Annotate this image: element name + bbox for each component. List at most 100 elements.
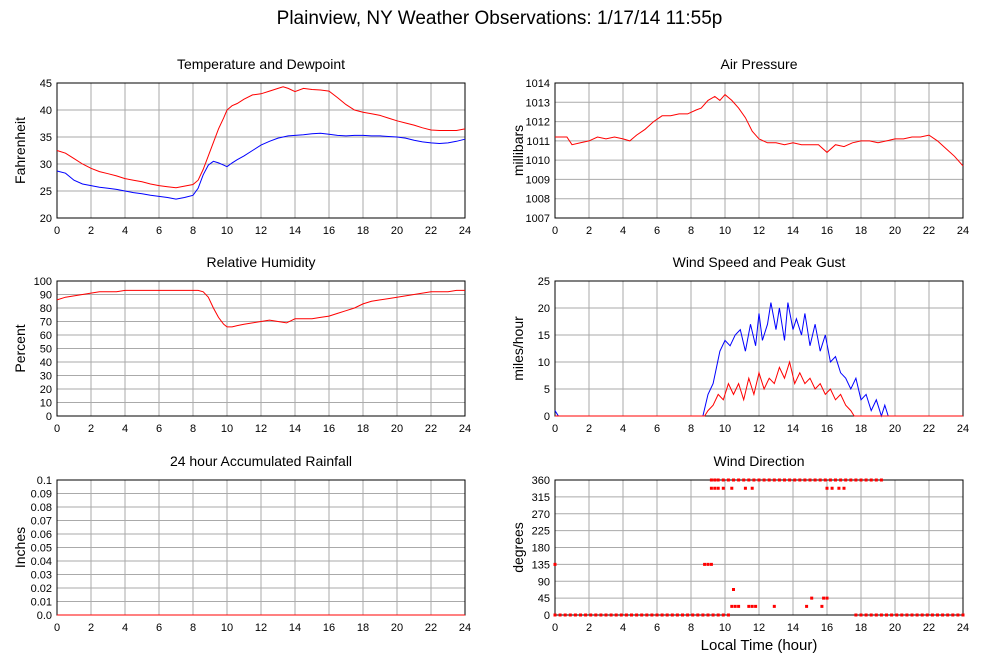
x-tick-label: 4 [620,423,626,435]
chart-title: Air Pressure [720,56,797,72]
x-tick-label: 2 [88,423,94,435]
x-tick-label: 0 [54,225,60,237]
data-point [859,478,863,482]
y-tick-label: 1013 [526,97,550,109]
chart-humidity: Relative Humidity01020304050607080901000… [12,254,471,435]
y-tick-label: 270 [532,509,550,521]
x-tick-label: 12 [753,225,765,237]
x-tick-label: 8 [688,622,694,634]
data-point [737,478,741,482]
data-point [874,478,878,482]
data-point [842,486,846,490]
x-tick-label: 18 [357,225,369,237]
data-point [732,478,735,482]
y-tick-label: 90 [538,576,550,588]
x-tick-label: 8 [688,423,694,435]
x-tick-label: 20 [889,225,901,237]
data-point [553,613,557,617]
data-point [747,604,751,608]
x-tick-label: 10 [221,423,233,435]
x-tick-label: 24 [957,622,969,634]
data-point [808,478,812,482]
data-point [726,478,730,482]
data-point [822,596,826,600]
x-tick-label: 18 [855,622,867,634]
x-tick-label: 16 [323,423,335,435]
data-point [813,478,817,482]
y-tick-label: 40 [40,105,52,117]
data-point [730,604,734,608]
y-axis-label: Percent [12,324,28,372]
data-point [900,613,904,617]
data-point [752,478,756,482]
data-point [757,478,761,482]
data-point [859,613,863,617]
y-tick-label: 10 [538,357,550,369]
x-tick-label: 16 [323,622,335,634]
x-tick-label: 14 [787,225,799,237]
x-tick-label: 6 [654,423,660,435]
data-point [709,478,713,482]
x-tick-label: 2 [586,622,592,634]
data-point [762,478,766,482]
x-tick-label: 22 [923,423,935,435]
x-axis-label: Local Time (hour) [701,637,818,654]
data-point [696,613,700,617]
data-point [599,613,603,617]
series-line [554,302,963,418]
x-tick-label: 10 [719,225,731,237]
data-point [895,613,899,617]
y-tick-label: 40 [40,357,52,369]
data-point [594,613,598,617]
x-tick-label: 4 [620,622,626,634]
data-point [609,613,613,617]
x-tick-label: 2 [586,423,592,435]
chart-title: Wind Speed and Peak Gust [673,254,846,270]
x-tick-label: 20 [391,423,403,435]
data-point [681,613,684,617]
data-point [772,478,776,482]
y-tick-label: 45 [40,78,52,90]
data-point [553,562,557,566]
x-tick-label: 12 [255,423,267,435]
y-tick-label: 35 [40,132,52,144]
x-tick-label: 20 [391,622,403,634]
data-point [701,613,705,617]
x-tick-label: 22 [425,423,437,435]
y-tick-label: 10 [40,398,52,410]
data-point [732,588,735,591]
data-point [579,613,582,617]
y-axis-label: degrees [510,522,526,573]
data-point [584,613,588,617]
data-point [630,613,633,617]
data-point [750,604,754,608]
x-tick-label: 16 [821,423,833,435]
data-point [767,478,771,482]
data-point [879,613,883,617]
y-axis-label: Fahrenheit [12,117,28,184]
x-tick-label: 10 [719,423,731,435]
x-tick-label: 12 [255,225,267,237]
y-tick-label: 135 [532,559,550,571]
y-tick-label: 70 [40,317,52,329]
y-tick-label: 100 [34,276,52,288]
x-tick-label: 2 [88,622,94,634]
y-tick-label: 0.02 [31,583,52,595]
x-tick-label: 2 [88,225,94,237]
data-point [805,604,809,608]
data-point [783,478,786,482]
data-point [905,613,909,617]
data-point [563,613,567,617]
x-tick-label: 0 [552,622,558,634]
y-tick-label: 80 [40,303,52,315]
data-point [703,562,707,566]
data-point [721,486,725,490]
data-point [910,613,914,617]
data-point [830,486,834,490]
data-point [793,478,797,482]
data-point [874,613,878,617]
x-tick-label: 0 [54,423,60,435]
data-point [665,613,669,617]
data-point [691,613,695,617]
